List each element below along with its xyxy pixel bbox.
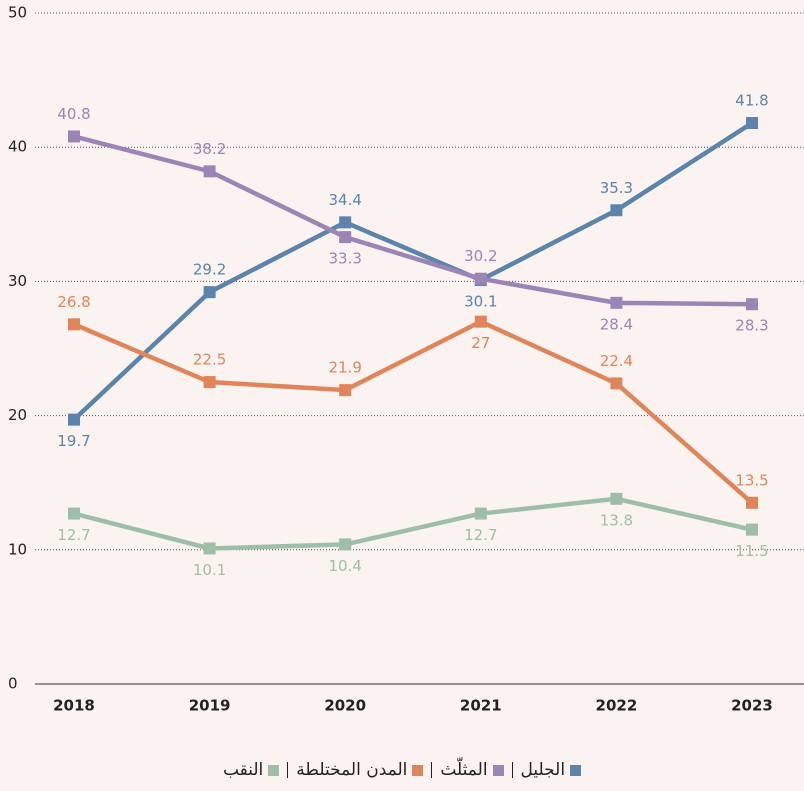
legend-separator	[287, 762, 289, 778]
point-marker	[339, 231, 352, 244]
legend-label: النقب	[222, 760, 264, 780]
data-label: 10.1	[193, 561, 226, 579]
series-line	[73, 496, 753, 551]
data-label: 33.3	[328, 250, 361, 268]
point-marker	[746, 496, 758, 509]
legend-swatch	[492, 764, 504, 776]
point-marker	[68, 130, 80, 143]
data-label: 22.5	[193, 351, 226, 369]
legend-item: المدن المختلطة	[296, 760, 424, 780]
legend-label: المدن المختلطة	[296, 760, 408, 780]
legend: الجليل المثلّث المدن المختلطة النقب	[0, 760, 804, 780]
point-marker	[474, 272, 487, 285]
x-tick-label: 2020	[324, 697, 366, 715]
data-label: 21.9	[328, 359, 361, 377]
data-label: 30.2	[464, 247, 497, 265]
point-marker	[474, 507, 487, 520]
y-tick-label: 50	[8, 4, 27, 22]
data-label: 10.4	[328, 557, 361, 575]
data-label: 38.2	[193, 140, 226, 158]
point-marker	[610, 377, 623, 390]
data-label: 29.2	[193, 261, 226, 279]
point-marker	[203, 286, 216, 299]
point-marker	[746, 298, 758, 311]
y-tick-label: 40	[8, 138, 27, 156]
legend-separator	[511, 762, 513, 778]
x-tick-label: 2018	[53, 697, 95, 715]
x-tick-label: 2019	[189, 697, 231, 715]
point-marker	[203, 165, 216, 178]
point-marker	[339, 216, 352, 229]
data-label: 28.4	[600, 315, 633, 333]
y-tick-label: 0	[8, 675, 18, 693]
series-line	[73, 134, 753, 307]
legend-item: المثلّث	[440, 760, 504, 780]
x-tick-label: 2022	[596, 697, 638, 715]
legend-swatch	[412, 764, 424, 776]
data-label: 13.5	[735, 471, 768, 489]
data-label: 11.5	[735, 542, 768, 560]
point-marker	[746, 523, 758, 536]
legend-swatch	[268, 764, 280, 776]
data-label: 12.7	[464, 526, 497, 544]
series-line	[72, 121, 754, 422]
data-label: 26.8	[57, 293, 90, 311]
legend-swatch	[570, 764, 582, 776]
point-marker	[474, 315, 487, 328]
data-label: 28.3	[735, 317, 768, 335]
y-tick-label: 10	[8, 540, 27, 558]
point-marker	[339, 538, 352, 551]
point-marker	[203, 376, 216, 389]
legend-item: النقب	[222, 760, 280, 780]
data-label: 40.8	[57, 105, 90, 123]
plot: 0 10 20 30 40 50 2018 2019 2020 2021 2022 2023 19.7 2…	[8, 4, 804, 715]
data-label: 34.4	[328, 191, 361, 209]
point-marker	[68, 507, 80, 520]
point-marker	[610, 492, 623, 505]
data-label: 12.7	[57, 526, 90, 544]
x-tick-label: 2023	[731, 697, 773, 715]
data-label: 41.8	[735, 92, 768, 110]
data-label: 35.3	[600, 179, 633, 197]
data-label: 22.4	[600, 352, 633, 370]
x-tick-label: 2021	[460, 697, 502, 715]
data-label: 30.1	[464, 293, 497, 311]
point-marker	[339, 384, 352, 397]
point-marker	[203, 542, 216, 555]
point-marker	[68, 318, 80, 331]
point-marker	[610, 296, 623, 309]
data-label: 19.7	[57, 432, 90, 450]
legend-item: الجليل	[521, 760, 582, 780]
y-tick-label: 20	[8, 406, 27, 424]
y-tick-label: 30	[8, 272, 27, 290]
legend-label: المثلّث	[440, 760, 488, 780]
series-line	[73, 319, 754, 505]
data-label: 13.8	[600, 511, 633, 529]
data-label: 27	[471, 334, 490, 352]
point-marker	[746, 117, 758, 130]
legend-separator	[431, 762, 433, 778]
legend-label: الجليل	[520, 760, 566, 780]
point-marker	[610, 204, 623, 217]
point-marker	[68, 413, 80, 426]
